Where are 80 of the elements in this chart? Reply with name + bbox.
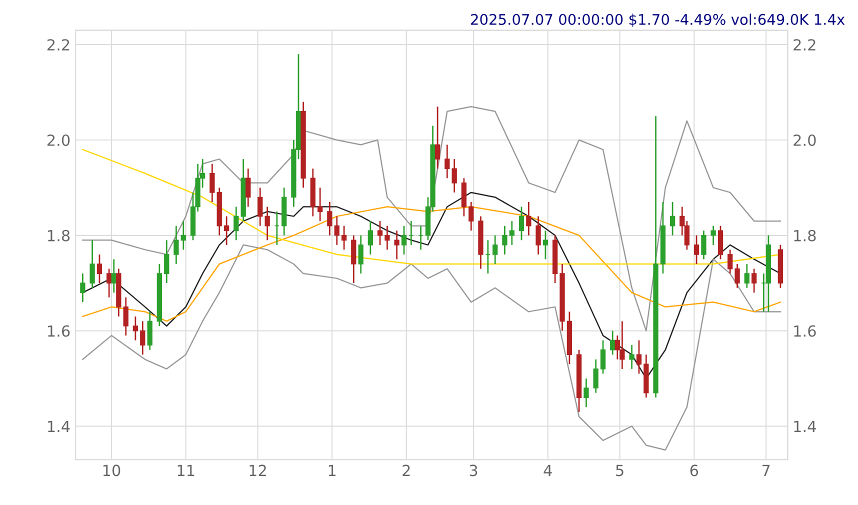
line-series [82,244,782,451]
candlestick [452,158,457,194]
candlestick [258,186,263,227]
candlestick [358,234,364,274]
candlestick [334,216,340,246]
candlestick [584,378,589,408]
candlestick [341,225,347,250]
candlestick [224,216,230,246]
candlestick [394,230,400,260]
candlestick [502,225,508,256]
y2-tick-label: 1.8 [794,230,816,242]
candlestick [140,320,146,356]
candlestick [384,225,390,250]
x-tick-label: 4 [544,464,552,476]
candlestick [351,234,356,284]
candlestick [234,206,239,241]
candlestick [210,163,215,203]
x-tick-label: 1 [328,464,336,476]
candlestick [629,344,634,370]
candlestick [701,230,706,260]
candlestick [132,316,138,342]
candlestick [492,234,498,265]
y-tick-label: 2.2 [47,39,70,50]
candlestick [318,186,323,222]
candlestick [751,268,757,294]
line-series [82,106,782,332]
candlestick [744,263,750,289]
y2-tick-label: 2.2 [794,39,816,50]
y-tick-label: 1.4 [48,420,70,432]
y-tick-label: 2.0 [47,134,70,146]
y-tick-label: 1.6 [48,325,70,337]
candlestick [401,225,407,256]
candlestick [694,234,700,265]
candlestick [96,254,102,284]
candlestick [264,206,270,241]
x-tick-label: 6 [690,464,698,476]
candlestick [174,225,179,265]
x-tick-label: 10 [103,464,120,476]
candlestick [434,106,440,170]
x-tick-label: 5 [616,464,624,476]
candlestick [536,216,541,256]
candlestick [444,144,450,179]
candlestick [180,220,186,250]
y2-tick-label: 2.0 [794,134,816,146]
chart-title: 2025.07.07 00:00:00 $1.70 -4.49% vol:649.0K 1.4x [471,14,845,27]
candlestick [600,340,606,374]
candlestick [147,311,152,351]
candlestick [377,220,383,246]
candlestick [327,201,332,236]
x-tick-label: 12 [250,464,266,476]
x-tick-label: 7 [762,464,770,476]
candlestick [461,177,467,218]
candlestick [368,220,374,256]
candlestick [509,220,514,246]
candlestick [518,206,524,241]
candlestick [526,201,532,236]
candlestick [106,268,112,298]
candlestick [542,230,548,260]
candlestick [728,249,733,274]
candlestick [718,225,724,260]
candlestick [593,358,598,394]
candlestick [123,296,128,336]
candlestick [246,168,251,208]
candlestick [468,201,474,232]
candlestick [610,330,616,356]
candlestick [111,258,116,294]
x-tick-label: 2 [402,464,410,476]
candlestick [710,225,716,246]
y2-tick-label: 1.6 [794,325,816,337]
candlestick [734,263,740,289]
candlestick [80,272,86,303]
candlestick [90,239,95,289]
line-series [82,206,782,322]
x-tick-label: 11 [178,464,194,476]
y2-tick-label: 1.4 [794,420,816,432]
candlestick [164,239,170,284]
candlestick [636,340,642,374]
candlestick [670,201,676,236]
x-tick-label: 3 [470,464,478,476]
y-tick-label: 1.8 [48,230,70,242]
